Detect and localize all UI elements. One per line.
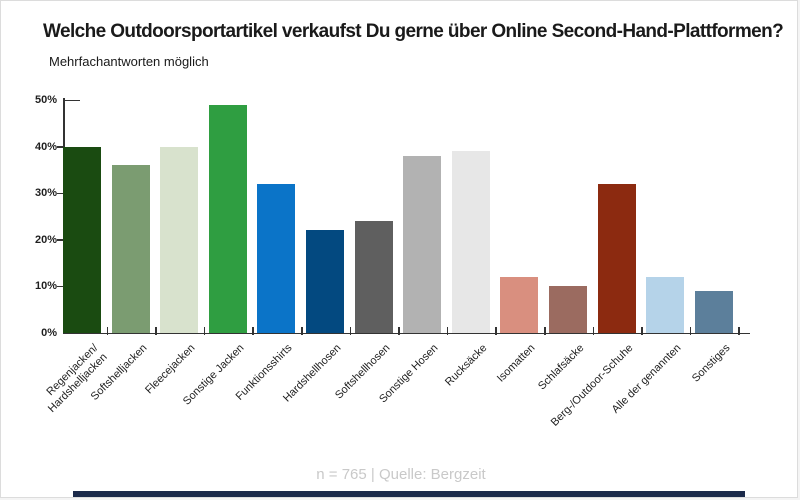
chart-bar-8	[403, 155, 442, 333]
x-tick-mark	[544, 327, 546, 335]
x-label-5: Funktionsshirts	[234, 342, 295, 403]
chart-title: Welche Outdoorsportartikel verkaufst Du …	[43, 17, 795, 76]
x-label-1: Regenjacken/ Hardshelljacken	[44, 342, 110, 415]
chart-bar-14	[694, 291, 733, 333]
y-tick-mark-top	[63, 99, 80, 101]
x-tick-mark	[495, 327, 497, 335]
chart-bar-1	[63, 146, 101, 333]
x-label-7: Softshellhosen	[332, 342, 393, 402]
chart-bar-3	[160, 146, 199, 333]
x-label-11: Schlafsäcke	[536, 342, 587, 393]
x-label-2: Softshelljacken	[88, 342, 150, 403]
x-tick-mark	[349, 327, 352, 335]
x-tick-mark	[738, 327, 740, 335]
x-tick-mark	[689, 327, 692, 335]
x-axis	[63, 332, 751, 334]
chart-subtitle: Mehrfachantworten möglich	[49, 54, 209, 69]
y-tick-label: 0%	[41, 327, 57, 339]
x-tick-mark	[398, 327, 400, 335]
x-tick-mark	[592, 327, 595, 335]
x-tick-mark	[155, 327, 157, 335]
chart-bar-11	[549, 286, 587, 333]
y-tick-label: 50%	[34, 94, 57, 106]
x-tick-mark	[446, 327, 449, 335]
chart-bar-10	[500, 277, 539, 333]
x-label-6: Hardshellhosen	[280, 342, 344, 405]
x-label-13: Alle der genannten	[609, 342, 684, 416]
x-label-14: Sonstiges	[689, 342, 733, 385]
chart-bar-6	[306, 230, 344, 333]
x-tick-mark	[301, 327, 303, 335]
y-tick-label: 40%	[34, 140, 57, 153]
y-tick-mark	[57, 285, 63, 288]
x-tick-mark	[203, 327, 206, 335]
chart-bar-4	[208, 104, 247, 333]
x-tick-mark	[641, 327, 643, 335]
x-label-9: Rucksäcke	[442, 342, 490, 389]
x-label-10: Isomatten	[495, 342, 538, 385]
chart-bar-2	[111, 165, 150, 333]
y-tick-label: 30%	[34, 187, 57, 200]
x-label-4: Sonstige Jacken	[180, 342, 247, 408]
y-tick-mark	[57, 146, 63, 148]
bottom-accent-bar	[73, 491, 745, 497]
y-tick-label: 10%	[34, 280, 57, 293]
chart-bar-9	[451, 151, 490, 333]
x-label-3: Fleecejacken	[143, 342, 198, 397]
y-tick-label: 20%	[34, 233, 57, 246]
x-tick-mark	[252, 327, 254, 335]
chart-bar-5	[257, 183, 296, 333]
source-caption: n = 765 | Quelle: Bergzeit	[316, 466, 486, 483]
x-tick-mark	[106, 327, 109, 335]
chart-title-text: Welche Outdoorsportartikel verkaufst Du …	[43, 21, 784, 42]
y-tick-mark	[57, 239, 63, 241]
y-axis	[63, 98, 65, 334]
chart-bar-7	[354, 221, 393, 333]
y-tick-mark	[57, 192, 63, 195]
chart-bar-12	[597, 183, 636, 333]
chart-bar-13	[646, 277, 685, 333]
x-label-12: Berg-/Outdoor-Schuhe	[548, 342, 636, 429]
x-label-8: Sonstige Hosen	[377, 342, 441, 406]
